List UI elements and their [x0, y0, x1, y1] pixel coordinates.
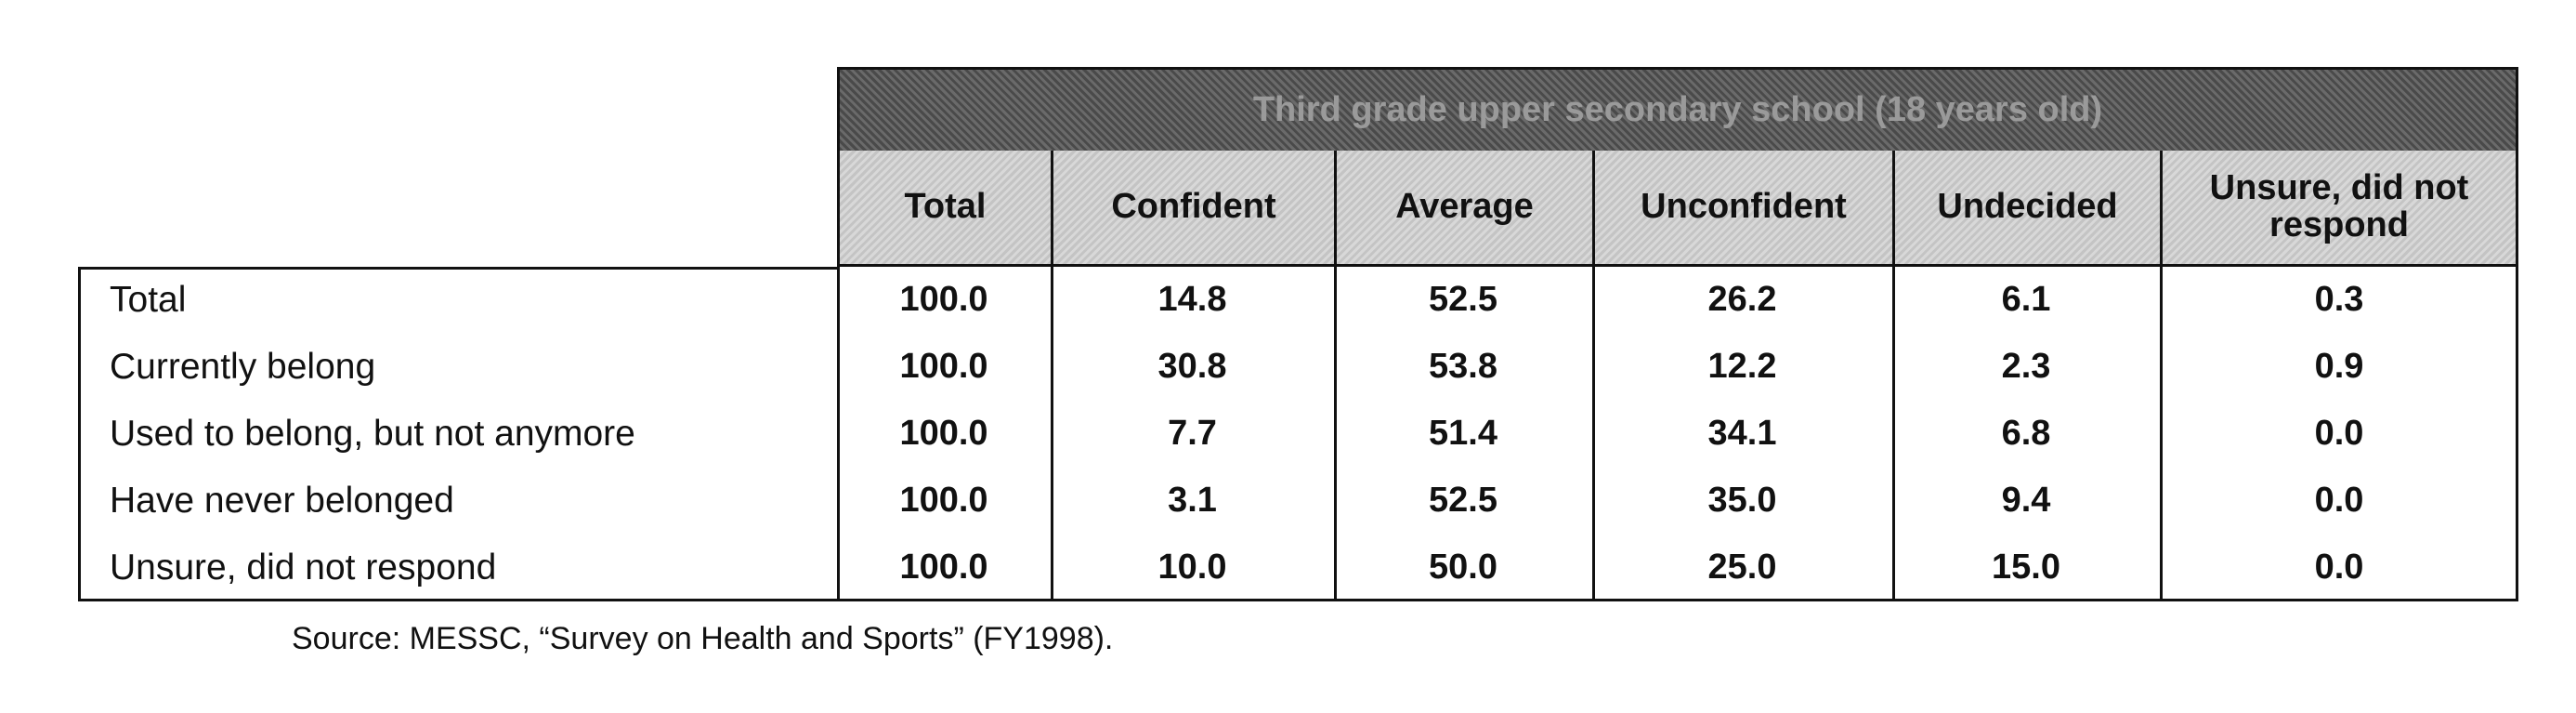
column-header: Unconfident	[1592, 151, 1892, 267]
row-label: Total	[110, 279, 187, 320]
table-cell: 100.0	[899, 481, 988, 521]
row-label: Currently belong	[110, 346, 376, 387]
column-header: Total	[837, 151, 1051, 267]
table-cell: 0.9	[2314, 347, 2364, 387]
table-cell: 100.0	[899, 280, 988, 320]
table-cell: 0.0	[2314, 481, 2364, 521]
column-header: Average	[1334, 151, 1592, 267]
table-cell: 35.0	[1707, 481, 1777, 521]
row-label: Unsure, did not respond	[110, 547, 497, 588]
column-header: Undecided	[1892, 151, 2160, 267]
row-label: Used to belong, but not anymore	[110, 413, 635, 454]
table-cell: 52.5	[1429, 280, 1497, 320]
table-cell: 0.3	[2314, 280, 2364, 320]
table-cell: 14.8	[1157, 280, 1227, 320]
table-cell: 15.0	[1992, 548, 2060, 588]
table-cell: 52.5	[1429, 481, 1497, 521]
group-header: Third grade upper secondary school (18 y…	[837, 67, 2518, 153]
table-cell: 100.0	[899, 347, 988, 387]
column-header: Unsure, did not respond	[2160, 151, 2518, 267]
table-cell: 6.8	[2001, 414, 2051, 454]
table-cell: 10.0	[1157, 548, 1227, 588]
table-cell: 0.0	[2314, 548, 2364, 588]
source-note: Source: MESSC, “Survey on Health and Spo…	[292, 621, 1114, 656]
column-header: Confident	[1051, 151, 1334, 267]
table-cell: 30.8	[1157, 347, 1227, 387]
row-label: Have never belonged	[110, 480, 454, 521]
table-cell: 53.8	[1429, 347, 1497, 387]
table-cell: 100.0	[899, 548, 988, 588]
table-cell: 50.0	[1429, 548, 1497, 588]
table-cell: 2.3	[2001, 347, 2051, 387]
table-cell: 34.1	[1707, 414, 1777, 454]
table-cell: 3.1	[1168, 481, 1217, 521]
table-cell: 6.1	[2001, 280, 2051, 320]
table-cell: 9.4	[2001, 481, 2051, 521]
table-cell: 51.4	[1429, 414, 1497, 454]
table-cell: 12.2	[1707, 347, 1777, 387]
table-cell: 7.7	[1168, 414, 1217, 454]
table-cell: 25.0	[1707, 548, 1777, 588]
table-cell: 0.0	[2314, 414, 2364, 454]
table-cell: 26.2	[1707, 280, 1777, 320]
table-cell: 100.0	[899, 414, 988, 454]
